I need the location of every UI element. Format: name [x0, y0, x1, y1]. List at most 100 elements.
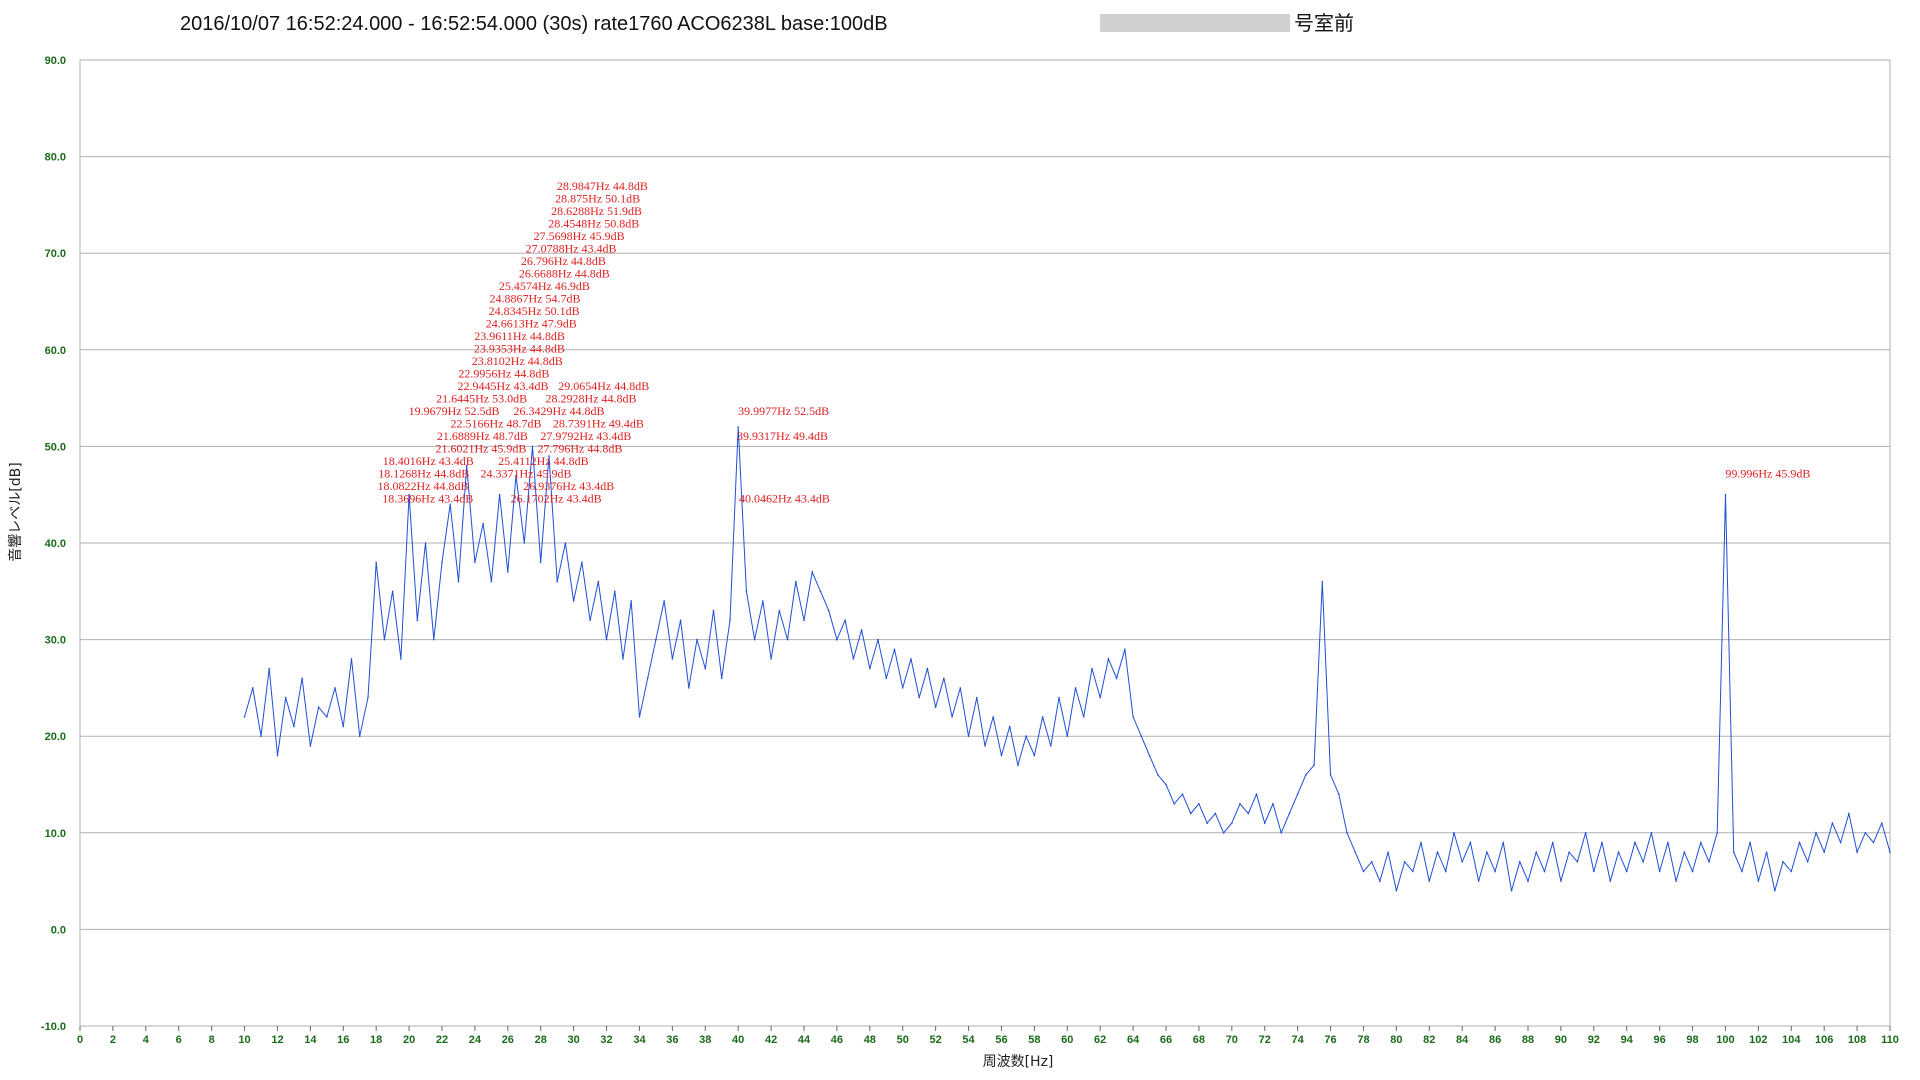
spectrum-data-point: [1255, 793, 1258, 795]
x-tick-label: 28: [535, 1034, 547, 1046]
spectrum-data-point: [400, 658, 402, 660]
x-tick-label: 6: [176, 1034, 182, 1046]
spectrum-data-point: [622, 658, 624, 660]
x-tick-label: 84: [1456, 1034, 1469, 1046]
peak-annotation-label: 27.0788Hz 43.4dB: [526, 242, 617, 256]
spectrum-data-point: [901, 687, 904, 689]
spectrum-data-point: [1288, 812, 1291, 815]
x-tick-label: 62: [1094, 1034, 1106, 1046]
spectrum-data-point: [1272, 803, 1274, 805]
y-tick-label: 20.0: [45, 731, 66, 743]
spectrum-data-point: [877, 638, 879, 641]
peak-annotation-label: 24.6613Hz 47.9dB: [486, 317, 577, 331]
spectrum-data-point: [869, 667, 871, 670]
spectrum-data-point: [836, 638, 838, 641]
spectrum-data-point: [1453, 832, 1455, 834]
spectrum-data-point: [334, 687, 336, 689]
spectrum-data-point: [1107, 658, 1110, 660]
peak-annotation-label: 23.9611Hz 44.8dB: [474, 329, 565, 343]
spectrum-data-point: [1305, 774, 1307, 776]
y-tick-label: 80.0: [45, 152, 66, 164]
x-tick-label: 0: [77, 1034, 83, 1046]
spectrum-data-point: [1749, 841, 1751, 844]
spectrum-data-point: [1148, 754, 1151, 757]
spectrum-data-point: [671, 658, 674, 660]
x-tick-label: 16: [337, 1034, 349, 1046]
x-tick-label: 38: [699, 1034, 711, 1046]
spectrum-data-point: [597, 580, 600, 583]
spectrum-data-point: [342, 725, 345, 728]
chart-title-suffix: 号室前: [1294, 12, 1354, 35]
spectrum-data-point: [1724, 493, 1727, 496]
spectrum-data-point: [959, 687, 962, 689]
spectrum-data-point: [638, 716, 641, 718]
spectrum-data-point: [778, 609, 781, 612]
spectrum-data-point: [1370, 860, 1373, 863]
spectrum-data-point: [1321, 580, 1324, 583]
spectrum-data-point: [1263, 822, 1266, 824]
spectrum-data-point: [1568, 851, 1570, 853]
spectrum-data-point: [1313, 764, 1315, 766]
peak-annotation-label: 26.9376Hz 43.4dB: [523, 479, 614, 493]
spectrum-data-point: [1337, 793, 1340, 795]
peak-annotation-label: 23.8102Hz 44.8dB: [472, 354, 563, 368]
x-tick-label: 98: [1686, 1034, 1698, 1046]
peak-annotation-label: 18.0822Hz 44.8dB: [378, 479, 469, 493]
spectrum-data-point: [523, 542, 526, 544]
spectrum-data-point: [1716, 832, 1719, 834]
spectrum-data-point: [934, 706, 937, 709]
spectrum-data-point: [1543, 870, 1546, 873]
peak-annotation-label: 27.5698Hz 45.9dB: [534, 229, 625, 243]
spectrum-data-point: [1815, 832, 1817, 834]
spectrum-data-point: [1486, 851, 1488, 853]
peak-annotation-label: 26.6688Hz 44.8dB: [519, 267, 610, 281]
peak-annotation-label: 22.9956Hz 44.8dB: [458, 367, 549, 381]
spectrum-data-point: [696, 638, 698, 641]
y-tick-label: 0.0: [51, 924, 66, 936]
spectrum-data-point: [679, 619, 682, 622]
spectrum-data-point: [1650, 832, 1653, 834]
spectrum-data-point: [260, 735, 262, 737]
spectrum-data-point: [539, 561, 542, 564]
spectrum-data-point: [1412, 870, 1414, 873]
x-tick-label: 20: [403, 1034, 415, 1046]
spectrum-data-point: [1050, 745, 1052, 747]
spectrum-data-point: [1379, 880, 1381, 882]
spectrum-data-point: [1699, 841, 1702, 844]
spectrum-data-point: [1856, 851, 1858, 853]
peak-annotation-label: 22.9445Hz 43.4dB: [458, 379, 549, 393]
spectrum-data-point: [531, 445, 534, 448]
spectrum-data-point: [1518, 860, 1521, 863]
spectrum-data-point: [1239, 803, 1241, 805]
spectrum-data-point: [1058, 696, 1060, 699]
x-tick-label: 94: [1621, 1034, 1634, 1046]
x-tick-label: 110: [1881, 1034, 1899, 1046]
spectrum-data-point: [1864, 832, 1867, 834]
spectrum-data-point: [457, 580, 460, 583]
spectrum-data-point: [1124, 648, 1126, 651]
spectrum-data-point: [1831, 822, 1834, 824]
spectrum-data-point: [1782, 860, 1784, 863]
x-tick-label: 32: [600, 1034, 612, 1046]
spectrum-data-point: [424, 542, 427, 544]
spectrum-data-point: [1757, 880, 1760, 882]
spectrum-data-point: [786, 638, 789, 641]
peak-annotation-label: 28.875Hz 50.1dB: [555, 192, 640, 206]
spectrum-data-point: [910, 658, 912, 660]
x-tick-label: 108: [1848, 1034, 1866, 1046]
spectrum-data-point: [1477, 880, 1480, 882]
x-tick-label: 14: [304, 1034, 317, 1046]
peak-annotation-label: 27.9792Hz 43.4dB: [540, 429, 631, 443]
spectrum-data-point: [1774, 889, 1776, 892]
redaction-block: [1100, 14, 1290, 32]
x-tick-label: 18: [370, 1034, 382, 1046]
spectrum-data-point: [688, 687, 690, 689]
spectrum-data-point: [1198, 803, 1200, 805]
spectrum-data-point: [803, 619, 805, 622]
spectrum-data-point: [918, 696, 920, 699]
spectrum-data-point: [1576, 860, 1579, 863]
peak-annotation-label: 28.6288Hz 51.9dB: [551, 204, 642, 218]
spectrum-data-point: [474, 561, 476, 564]
spectrum-data-point: [1584, 832, 1587, 834]
y-tick-label: 50.0: [45, 441, 66, 453]
